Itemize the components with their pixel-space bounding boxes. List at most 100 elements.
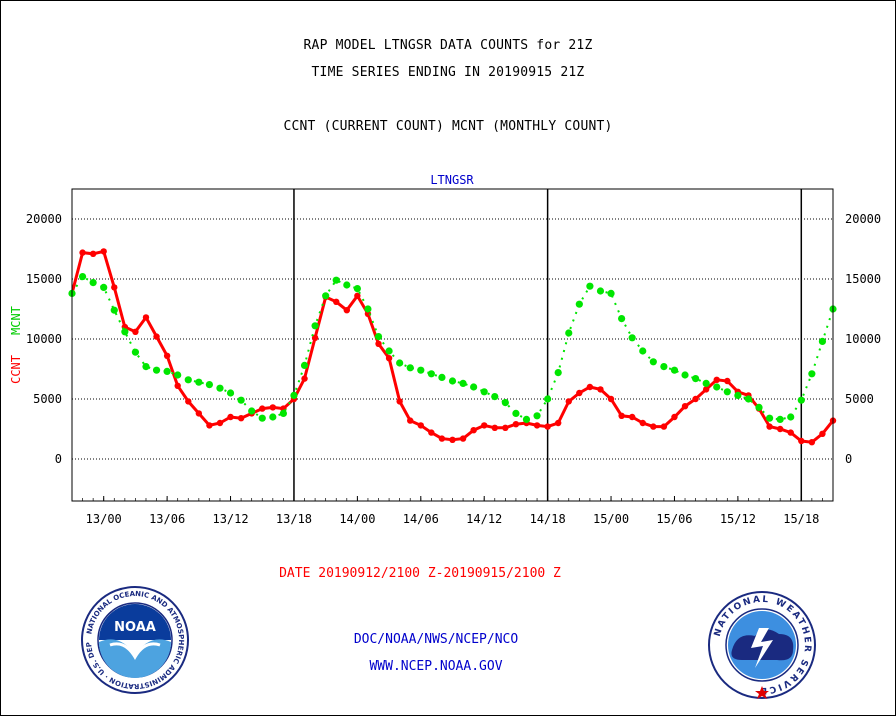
- y-axis-left-title-ccnt: CCNT: [9, 355, 23, 384]
- data-point-mcnt: [797, 396, 805, 404]
- tick-layer: 0 0 5000 5000 10000 10000 15000 15000 20000 20000…: [26, 212, 881, 526]
- data-point-ccnt: [554, 419, 562, 427]
- y-tick-label-right: 0: [845, 452, 852, 466]
- data-point-mcnt: [544, 395, 552, 403]
- data-point-ccnt: [671, 413, 678, 421]
- data-point-ccnt: [702, 386, 710, 393]
- data-point-ccnt: [766, 423, 773, 430]
- y-tick-label-left: 15000: [26, 272, 62, 286]
- data-point-ccnt: [333, 298, 340, 305]
- y-tick-label-right: 10000: [845, 332, 881, 346]
- data-point-mcnt: [470, 383, 478, 391]
- data-point-mcnt: [216, 384, 224, 392]
- y-tick-label-right: 5000: [845, 392, 874, 406]
- data-point-mcnt: [121, 328, 129, 336]
- data-point-mcnt: [89, 279, 97, 287]
- data-point-mcnt: [554, 369, 562, 377]
- data-point-mcnt: [290, 391, 298, 399]
- data-point-mcnt: [596, 287, 605, 295]
- data-point-mcnt: [533, 412, 541, 420]
- x-tick-label: 14/12: [466, 512, 502, 526]
- data-point-mcnt: [818, 337, 827, 345]
- data-point-ccnt: [713, 376, 720, 383]
- data-point-ccnt: [628, 413, 636, 421]
- data-point-mcnt: [226, 389, 235, 397]
- data-point-mcnt: [300, 361, 309, 369]
- x-tick-label: 14/18: [530, 512, 566, 526]
- data-point-ccnt: [586, 383, 594, 391]
- data-point-mcnt: [195, 378, 203, 386]
- data-point-mcnt: [522, 415, 531, 423]
- data-point-mcnt: [322, 292, 330, 300]
- data-point-mcnt: [258, 414, 266, 422]
- data-point-mcnt: [353, 285, 361, 293]
- data-point-mcnt: [163, 367, 171, 375]
- data-point-ccnt: [491, 424, 498, 431]
- data-point-mcnt: [681, 371, 689, 379]
- nws-logo: NATIONAL WEATHER SERVICE: [708, 591, 816, 699]
- noaa-center-text: NOAA: [114, 620, 156, 635]
- data-point-ccnt: [533, 422, 541, 429]
- data-point-mcnt: [776, 415, 784, 423]
- title-line-2: TIME SERIES ENDING IN 20190915 21Z: [311, 65, 585, 80]
- date-range-label: DATE 20190912/2100 Z-20190915/2100 Z: [279, 566, 561, 581]
- data-point-ccnt: [798, 437, 805, 445]
- data-point-ccnt: [407, 417, 414, 424]
- credit-org: DOC/NOAA/NWS/NCEP/NCO: [353, 632, 519, 647]
- data-point-mcnt: [713, 383, 721, 391]
- x-tick-label: 15/12: [720, 512, 756, 526]
- data-point-mcnt: [269, 413, 277, 421]
- data-point-ccnt: [100, 248, 107, 255]
- data-point-mcnt: [110, 306, 118, 314]
- data-point-ccnt: [237, 415, 245, 422]
- x-tick-label: 13/06: [149, 512, 185, 526]
- data-point-mcnt: [174, 371, 182, 379]
- y-tick-label-right: 20000: [845, 212, 881, 226]
- data-point-mcnt: [660, 363, 668, 371]
- data-point-ccnt: [195, 410, 203, 417]
- data-point-ccnt: [259, 405, 266, 412]
- data-point-ccnt: [607, 395, 615, 403]
- data-point-ccnt: [576, 389, 583, 397]
- data-point-mcnt: [787, 413, 795, 421]
- data-point-ccnt: [227, 413, 234, 421]
- data-point-mcnt: [639, 347, 647, 355]
- data-point-ccnt: [449, 436, 456, 443]
- data-point-mcnt: [343, 281, 351, 289]
- series-mcnt: [68, 273, 837, 423]
- x-tick-label: 13/00: [86, 512, 122, 526]
- y-axis-left-title: CCNT MCNT: [9, 306, 23, 384]
- data-point-ccnt: [417, 422, 424, 429]
- data-point-ccnt: [301, 375, 308, 382]
- data-point-ccnt: [375, 340, 382, 347]
- title-line-1: RAP MODEL LTNGSR DATA COUNTS for 21Z: [303, 38, 593, 53]
- credit-url[interactable]: WWW.NCEP.NOAA.GOV: [369, 659, 503, 674]
- data-point-mcnt: [131, 348, 140, 356]
- data-point-ccnt: [174, 382, 181, 389]
- data-point-mcnt: [723, 388, 731, 396]
- data-point-mcnt: [670, 366, 679, 374]
- data-point-ccnt: [396, 398, 403, 405]
- data-point-ccnt: [311, 334, 319, 341]
- chart-title: LTNGSR: [430, 173, 474, 187]
- data-point-ccnt: [544, 423, 551, 430]
- data-point-mcnt: [406, 364, 414, 372]
- y-tick-label-right: 15000: [845, 272, 881, 286]
- data-point-ccnt: [216, 419, 224, 427]
- data-point-mcnt: [448, 377, 457, 385]
- data-point-ccnt: [142, 314, 150, 321]
- data-point-ccnt: [481, 422, 488, 429]
- y-axis-left-title-mcnt: MCNT: [9, 306, 23, 335]
- data-point-ccnt: [269, 404, 277, 411]
- x-tick-label: 14/06: [403, 512, 439, 526]
- data-point-mcnt: [237, 396, 245, 404]
- x-tick-label: 13/18: [276, 512, 312, 526]
- data-point-ccnt: [650, 423, 657, 430]
- x-tick-label: 13/12: [212, 512, 248, 526]
- data-point-mcnt: [491, 393, 499, 401]
- data-point-mcnt: [618, 315, 626, 323]
- data-point-mcnt: [734, 391, 742, 399]
- data-point-ccnt: [681, 403, 689, 410]
- data-point-mcnt: [765, 414, 774, 422]
- series-ccnt: [68, 248, 837, 446]
